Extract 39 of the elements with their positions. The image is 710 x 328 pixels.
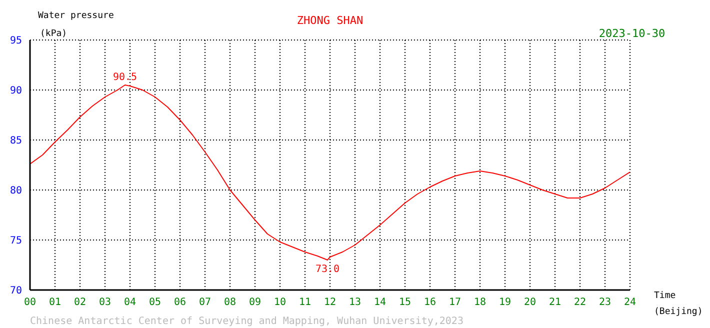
annotation: 2023-10-30 [598,27,666,40]
x-tick-label: 16 [424,297,436,308]
x-tick-label: 07 [198,297,212,308]
y-tick-label: 75 [10,236,22,247]
x-tick-label: 12 [324,297,336,308]
x-tick-label: 06 [174,297,186,308]
x-tick-label: 01 [48,297,62,308]
x-tick-label: 19 [498,297,512,308]
x-tick-label: 18 [474,297,486,308]
x-tick-label: 05 [148,297,162,308]
y-tick-label: 85 [10,136,22,147]
x-tick-label: 10 [274,297,286,308]
x-tick-label: 20 [524,297,536,308]
x-tick-label: 21 [548,297,562,308]
x-tick-label: 24 [624,297,636,308]
x-tick-label: 14 [374,297,386,308]
annotation: 73.0 [315,264,340,276]
x-tick-label: 09 [248,297,262,308]
x-tick-label: 04 [124,297,136,308]
x-tick-label: 23 [598,297,612,308]
y-tick-label: 90 [10,86,22,97]
line-series [30,84,630,260]
y-tick-label: 80 [10,186,22,197]
x-tick-label: 11 [298,297,312,308]
x-tick-label: 15 [398,297,412,308]
x-tick-label: 17 [448,297,462,308]
y-axis-title: Water pressure (kPa) [38,11,114,39]
x-tick-label: 00 [24,297,36,308]
x-axis-title: Time (Beijing) [654,291,703,317]
x-tick-label: 08 [224,297,236,308]
chart-title: ZHONG SHAN [296,14,364,27]
y-tick-label: 70 [10,286,22,297]
annotation: 90.5 [112,72,138,83]
text: Chinese Antarctic Center of Surveying and Mapping, Wuhan University,2023 [30,316,464,327]
x-tick-label: 03 [98,297,112,308]
x-tick-label: 22 [574,297,586,308]
x-tick-label: 13 [348,297,362,308]
y-tick-label: 95 [10,36,22,47]
x-tick-label: 02 [74,297,86,308]
